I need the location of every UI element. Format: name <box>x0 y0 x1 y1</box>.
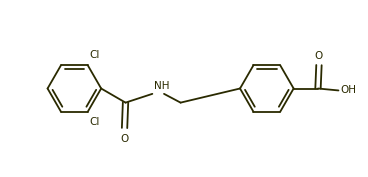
Text: O: O <box>120 134 129 144</box>
Text: OH: OH <box>340 85 356 95</box>
Text: Cl: Cl <box>90 117 100 127</box>
Text: O: O <box>315 51 323 61</box>
Text: NH: NH <box>154 81 169 92</box>
Text: Cl: Cl <box>90 50 100 60</box>
